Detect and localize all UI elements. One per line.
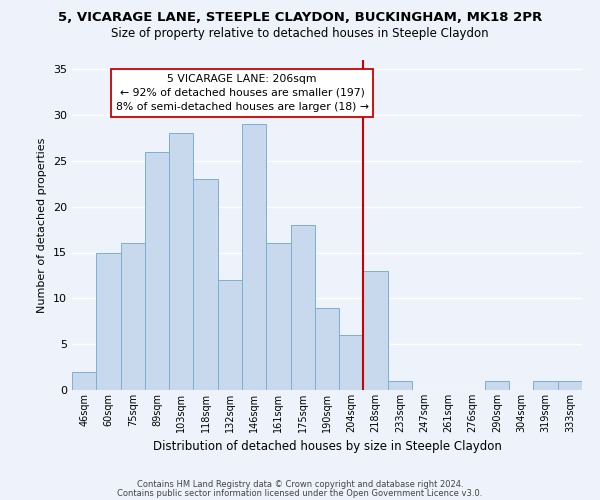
Bar xyxy=(315,308,339,390)
Bar xyxy=(169,134,193,390)
Bar xyxy=(339,335,364,390)
Bar xyxy=(145,152,169,390)
Text: Size of property relative to detached houses in Steeple Claydon: Size of property relative to detached ho… xyxy=(111,28,489,40)
Bar xyxy=(290,225,315,390)
Y-axis label: Number of detached properties: Number of detached properties xyxy=(37,138,47,312)
Bar xyxy=(193,179,218,390)
Bar xyxy=(388,381,412,390)
Bar xyxy=(72,372,96,390)
Text: Contains HM Land Registry data © Crown copyright and database right 2024.: Contains HM Land Registry data © Crown c… xyxy=(137,480,463,489)
Text: 5, VICARAGE LANE, STEEPLE CLAYDON, BUCKINGHAM, MK18 2PR: 5, VICARAGE LANE, STEEPLE CLAYDON, BUCKI… xyxy=(58,11,542,24)
Bar xyxy=(485,381,509,390)
X-axis label: Distribution of detached houses by size in Steeple Claydon: Distribution of detached houses by size … xyxy=(152,440,502,454)
Bar xyxy=(558,381,582,390)
Bar xyxy=(121,244,145,390)
Bar xyxy=(96,252,121,390)
Bar xyxy=(242,124,266,390)
Bar xyxy=(364,271,388,390)
Bar xyxy=(533,381,558,390)
Bar xyxy=(266,244,290,390)
Bar xyxy=(218,280,242,390)
Text: Contains public sector information licensed under the Open Government Licence v3: Contains public sector information licen… xyxy=(118,488,482,498)
Text: 5 VICARAGE LANE: 206sqm
← 92% of detached houses are smaller (197)
8% of semi-de: 5 VICARAGE LANE: 206sqm ← 92% of detache… xyxy=(115,74,368,112)
